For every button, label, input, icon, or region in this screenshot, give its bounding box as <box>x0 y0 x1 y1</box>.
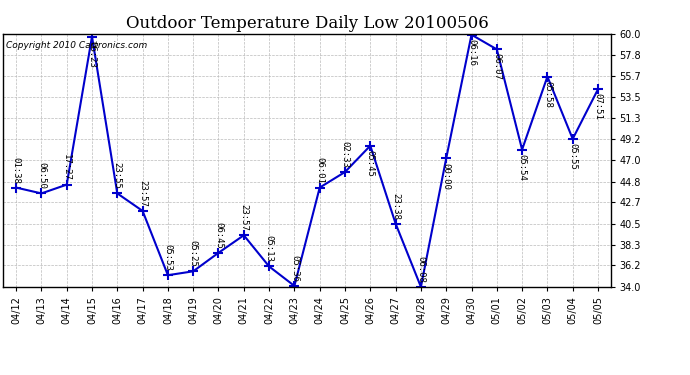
Text: 06:01: 06:01 <box>315 156 324 183</box>
Title: Outdoor Temperature Daily Low 20100506: Outdoor Temperature Daily Low 20100506 <box>126 15 489 32</box>
Text: Copyright 2010 Cartronics.com: Copyright 2010 Cartronics.com <box>6 41 148 50</box>
Text: 02:33: 02:33 <box>340 141 350 168</box>
Text: 23:57: 23:57 <box>138 180 147 207</box>
Text: 23:55: 23:55 <box>112 162 122 189</box>
Text: 05:36: 05:36 <box>290 255 299 282</box>
Text: 06:16: 06:16 <box>467 39 476 66</box>
Text: 23:38: 23:38 <box>391 192 400 219</box>
Text: 23:57: 23:57 <box>239 204 248 231</box>
Text: 05:54: 05:54 <box>518 154 526 181</box>
Text: 06:07: 06:07 <box>492 54 502 80</box>
Text: 05:25: 05:25 <box>188 240 198 267</box>
Text: 05:58: 05:58 <box>543 81 552 108</box>
Text: 05:53: 05:53 <box>164 244 172 271</box>
Text: 05:45: 05:45 <box>366 150 375 177</box>
Text: 06:23: 06:23 <box>88 41 97 68</box>
Text: 05:55: 05:55 <box>568 143 578 170</box>
Text: 01:38: 01:38 <box>12 156 21 183</box>
Text: 06:45: 06:45 <box>214 222 223 249</box>
Text: 05:13: 05:13 <box>264 236 274 262</box>
Text: 00:00: 00:00 <box>442 162 451 189</box>
Text: 06:50: 06:50 <box>37 162 46 189</box>
Text: 06:08: 06:08 <box>416 256 426 283</box>
Text: 17:27: 17:27 <box>62 154 71 180</box>
Text: 07:51: 07:51 <box>593 93 602 120</box>
